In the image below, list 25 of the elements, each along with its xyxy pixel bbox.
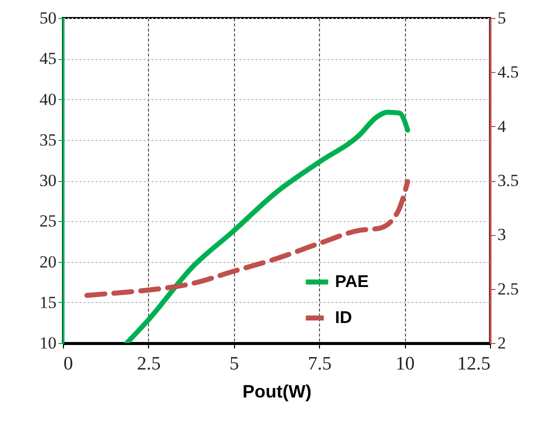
x-tick-label: 2.5 xyxy=(137,354,161,374)
y2-tick-label: 5 xyxy=(498,8,506,28)
y-tick-label: 35 xyxy=(40,130,56,150)
y-tick-label: 40 xyxy=(40,90,56,109)
y-tick-label: 45 xyxy=(40,49,56,68)
y2-tick-label: 2 xyxy=(498,334,506,352)
y-tick-label: 30 xyxy=(40,171,56,190)
legend-label: PAE xyxy=(335,272,369,291)
y-tick-label: 15 xyxy=(40,292,56,312)
x-tick-label: 7.5 xyxy=(308,354,332,374)
y2-tick-label: 2.5 xyxy=(498,279,519,298)
y2-tick-label: 3.5 xyxy=(498,171,519,190)
x-tick-label: 5 xyxy=(230,354,240,374)
x-tick-label: 0 xyxy=(64,354,73,374)
x-axis-title: Pout(W) xyxy=(242,382,312,402)
y2-tick-label: 4 xyxy=(498,116,506,136)
y2-tick-label: 3 xyxy=(498,225,506,244)
legend-label: ID xyxy=(335,308,352,327)
y2-tick-label: 4.5 xyxy=(498,62,519,82)
y-tick-label: 20 xyxy=(40,252,56,272)
y-tick-label: 10 xyxy=(40,334,56,352)
x-tick-label: 12.5 xyxy=(457,354,490,374)
y-tick-label: 50 xyxy=(40,8,56,28)
x-tick-label: 10 xyxy=(396,354,415,374)
y-tick-label: 25 xyxy=(40,212,56,231)
